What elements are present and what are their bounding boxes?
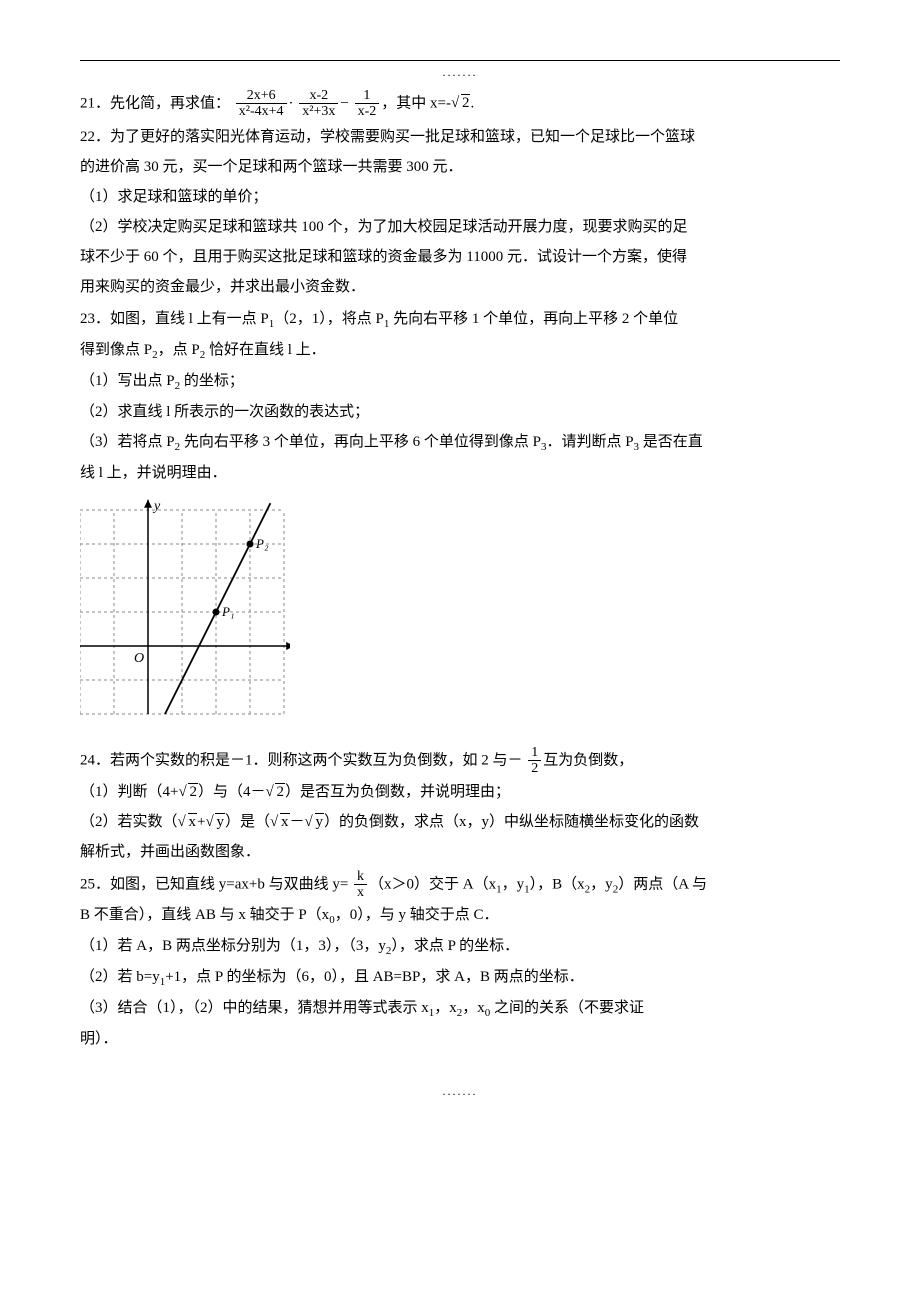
- svg-text:y: y: [152, 499, 161, 514]
- q25-p2: （2）若 b=y1+1，点 P 的坐标为（6，0），且 AB=BP，求 A，B …: [80, 962, 840, 993]
- header-dots: .......: [80, 65, 840, 80]
- q23-l2: 得到像点 P2，点 P2 恰好在直线 l 上．: [80, 335, 840, 366]
- svg-text:O: O: [134, 651, 144, 666]
- q23-p2: （2）求直线 l 所表示的一次函数的表达式；: [80, 397, 840, 427]
- q25-l2: B 不重合），直线 AB 与 x 轴交于 P（x0，0），与 y 轴交于点 C．: [80, 900, 840, 931]
- q22-p2c: 用来购买的资金最少，并求出最小资金数．: [80, 272, 840, 302]
- svg-text:P₂: P₂: [255, 536, 269, 551]
- q21-dot: ·: [289, 95, 294, 111]
- q21-prefix: ．先化简，再求值：: [95, 95, 230, 111]
- q22-p2a: （2）学校决定购买足球和篮球共 100 个，为了加大校园足球活动开展力度，现要求…: [80, 212, 840, 242]
- q25-p3e: 明）．: [80, 1024, 840, 1054]
- q25: 25．如图，已知直线 y=ax+b 与双曲线 y= k x （x＞0）交于 A（…: [80, 869, 840, 901]
- document-body: 21．先化简，再求值： 2x+6 x²-4x+4 · x-2 x²+3x − 1…: [80, 88, 840, 1054]
- q23-num: 23: [80, 311, 95, 327]
- q21-frac2: x-2 x²+3x: [299, 88, 338, 120]
- q25-frac: k x: [354, 869, 367, 901]
- q21-minus: −: [340, 95, 348, 111]
- q22-l2: 的进价高 30 元，买一个足球和两个篮球一共需要 300 元．: [80, 152, 840, 182]
- q25-p1: （1）若 A，B 两点坐标分别为（1，3），（3，y2），求点 P 的坐标．: [80, 931, 840, 962]
- q25-num: 25: [80, 876, 95, 892]
- q24-num: 24: [80, 752, 95, 768]
- q22-p1: （1）求足球和篮球的单价；: [80, 182, 840, 212]
- q21-frac3: 1 x-2: [355, 88, 380, 120]
- q22-l1: ．为了更好的落实阳光体育运动，学校需要购买一批足球和篮球，已知一个足球比一个篮球: [95, 129, 695, 145]
- q21-sqrt: 2: [451, 88, 471, 118]
- q23: 23．如图，直线 l 上有一点 P1（2，1），将点 P1 先向右平移 1 个单…: [80, 304, 840, 335]
- q24-p1: （1）判断（4+2）与（4－2）是否互为负倒数，并说明理由；: [80, 777, 840, 807]
- q23-p1: （1）写出点 P2 的坐标；: [80, 366, 840, 397]
- q24-frac: 1 2: [528, 745, 541, 777]
- q23-p3e: 线 l 上，并说明理由．: [80, 458, 840, 488]
- q24: 24．若两个实数的积是－1．则称这两个实数互为负倒数，如 2 与－ 1 2 互为…: [80, 745, 840, 777]
- q25-p3: （3）结合（1），（2）中的结果，猜想并用等式表示 x1，x2，x0 之间的关系…: [80, 993, 840, 1024]
- q21-frac1: 2x+6 x²-4x+4: [236, 88, 287, 120]
- q21-suffix2: .: [470, 95, 474, 111]
- svg-text:P₁: P₁: [221, 604, 234, 619]
- q21: 21．先化简，再求值： 2x+6 x²-4x+4 · x-2 x²+3x − 1…: [80, 88, 840, 120]
- q24-p2f: 解析式，并画出函数图象．: [80, 837, 840, 867]
- q23-p3: （3）若将点 P2 先向右平移 3 个单位，再向上平移 6 个单位得到像点 P3…: [80, 427, 840, 458]
- q24-p2: （2）若实数（x+y）是（x－y）的负倒数，求点（x，y）中纵坐标随横坐标变化的…: [80, 807, 840, 837]
- q23-figure: Ox y P₁ P₂: [80, 496, 840, 737]
- q22-p2b: 球不少于 60 个，且用于购买这批足球和篮球的资金最多为 11000 元．试设计…: [80, 242, 840, 272]
- q21-suffix1: ，其中 x=-: [381, 95, 451, 111]
- q22-num: 22: [80, 129, 95, 145]
- q21-num: 21: [80, 95, 95, 111]
- q22: 22．为了更好的落实阳光体育运动，学校需要购买一批足球和篮球，已知一个足球比一个…: [80, 122, 840, 152]
- svg-text:x: x: [289, 653, 290, 668]
- top-rule: [80, 60, 840, 61]
- footer-dots: .......: [80, 1084, 840, 1099]
